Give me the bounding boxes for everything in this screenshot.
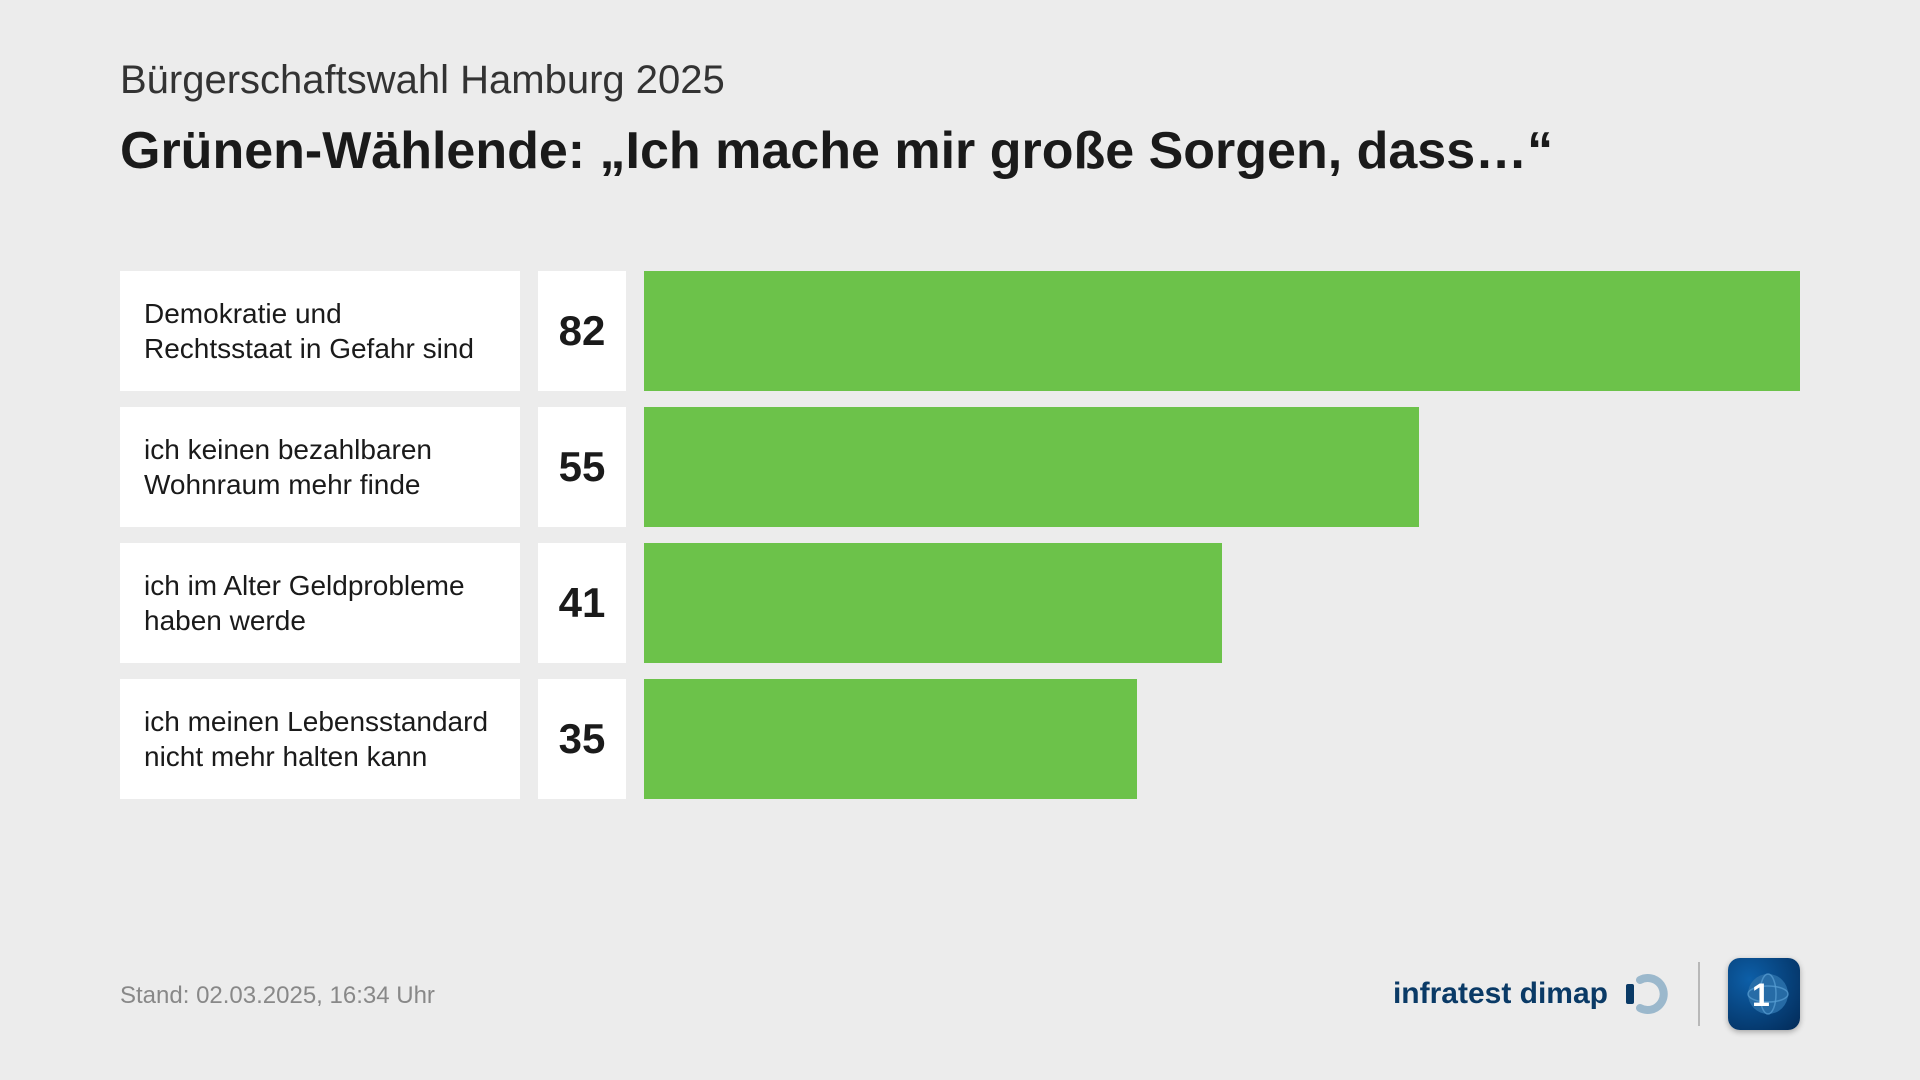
row-value: 55 (538, 407, 626, 527)
footer-timestamp: Stand: 02.03.2025, 16:34 Uhr (120, 982, 435, 1010)
row-value: 82 (538, 271, 626, 391)
footer-label: Stand: (120, 982, 189, 1009)
bar (644, 271, 1800, 391)
row-value: 35 (538, 679, 626, 799)
chart-row: ich im Alter Geldprobleme haben werde41 (120, 543, 1800, 663)
ard-logo: 1 (1728, 958, 1800, 1030)
infratest-icon (1622, 970, 1670, 1018)
row-label: ich meinen Lebensstandard nicht mehr hal… (120, 679, 520, 799)
bar-chart: Demokratie und Rechtsstaat in Gefahr sin… (120, 271, 1800, 799)
bar-area (644, 271, 1800, 391)
chart-row: ich meinen Lebensstandard nicht mehr hal… (120, 679, 1800, 799)
row-label: Demokratie und Rechtsstaat in Gefahr sin… (120, 271, 520, 391)
logo-divider (1698, 962, 1700, 1026)
bar (644, 407, 1419, 527)
infratest-text: infratest dimap (1393, 977, 1608, 1011)
infratest-logo: infratest dimap (1393, 970, 1670, 1018)
supertitle: Bürgerschaftswahl Hamburg 2025 (120, 58, 1800, 103)
footer-time: 02.03.2025, 16:34 Uhr (196, 982, 435, 1009)
bar-area (644, 407, 1800, 527)
bar-area (644, 543, 1800, 663)
bar-area (644, 679, 1800, 799)
chart-canvas: Bürgerschaftswahl Hamburg 2025 Grünen-Wä… (0, 0, 1920, 1080)
row-label: ich keinen bezahlbaren Wohnraum mehr fin… (120, 407, 520, 527)
svg-text:1: 1 (1752, 977, 1770, 1013)
row-label: ich im Alter Geldprobleme haben werde (120, 543, 520, 663)
bar (644, 679, 1137, 799)
row-value: 41 (538, 543, 626, 663)
chart-row: ich keinen bezahlbaren Wohnraum mehr fin… (120, 407, 1800, 527)
chart-row: Demokratie und Rechtsstaat in Gefahr sin… (120, 271, 1800, 391)
logos-area: infratest dimap 1 (1393, 958, 1800, 1030)
bar (644, 543, 1222, 663)
chart-title: Grünen-Wählende: „Ich mache mir große So… (120, 121, 1800, 181)
